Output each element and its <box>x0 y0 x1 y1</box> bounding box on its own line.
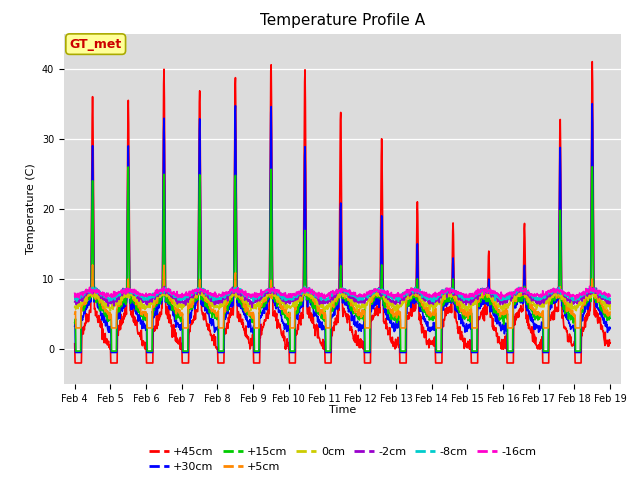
+15cm <box>177 315 185 321</box>
+5cm <box>543 325 551 331</box>
0cm <box>426 303 434 309</box>
+15cm <box>426 316 433 322</box>
-16cm <box>426 291 433 297</box>
Line: +5cm: +5cm <box>75 265 610 328</box>
+15cm <box>190 297 198 303</box>
+45cm <box>177 343 185 349</box>
Text: GT_met: GT_met <box>70 37 122 50</box>
+45cm <box>606 340 614 346</box>
-8cm <box>606 297 614 303</box>
Title: Temperature Profile A: Temperature Profile A <box>260 13 425 28</box>
+45cm <box>588 59 596 64</box>
-2cm <box>248 305 256 311</box>
-2cm <box>496 300 504 306</box>
-2cm <box>161 284 168 289</box>
0cm <box>89 285 97 291</box>
+30cm <box>71 323 79 329</box>
0cm <box>177 304 185 310</box>
+5cm <box>606 309 614 315</box>
+30cm <box>588 101 596 107</box>
-2cm <box>543 294 551 300</box>
+30cm <box>177 326 185 332</box>
-2cm <box>177 297 185 303</box>
Line: -8cm: -8cm <box>75 287 610 302</box>
-8cm <box>496 295 504 300</box>
-8cm <box>250 298 257 303</box>
+30cm <box>72 349 79 355</box>
+30cm <box>250 349 258 355</box>
-16cm <box>495 292 503 298</box>
-8cm <box>177 295 184 300</box>
-16cm <box>71 290 79 296</box>
0cm <box>321 309 328 314</box>
-8cm <box>71 293 79 299</box>
+30cm <box>606 325 614 331</box>
-2cm <box>426 300 434 305</box>
-16cm <box>190 288 198 294</box>
+15cm <box>606 315 614 321</box>
+45cm <box>71 360 79 366</box>
Y-axis label: Temperature (C): Temperature (C) <box>26 163 36 254</box>
-8cm <box>430 299 438 305</box>
+45cm <box>250 360 258 366</box>
+5cm <box>89 262 97 268</box>
+5cm <box>178 310 186 316</box>
X-axis label: Time: Time <box>329 405 356 415</box>
-16cm <box>543 289 550 295</box>
+15cm <box>250 319 258 324</box>
-8cm <box>301 284 308 289</box>
-16cm <box>606 293 614 299</box>
+15cm <box>588 164 596 169</box>
-8cm <box>543 291 551 297</box>
+45cm <box>190 313 198 319</box>
0cm <box>543 300 551 306</box>
0cm <box>190 292 198 298</box>
Line: +15cm: +15cm <box>75 167 610 351</box>
+30cm <box>190 301 198 307</box>
+45cm <box>426 342 433 348</box>
-2cm <box>190 293 198 299</box>
Legend: +45cm, +30cm, +15cm, +5cm, 0cm, -2cm, -8cm, -16cm: +45cm, +30cm, +15cm, +5cm, 0cm, -2cm, -8… <box>145 442 540 477</box>
0cm <box>250 301 258 307</box>
+5cm <box>71 311 79 317</box>
Line: -16cm: -16cm <box>75 286 610 300</box>
+5cm <box>72 325 79 331</box>
+5cm <box>191 295 198 300</box>
0cm <box>606 307 614 312</box>
-2cm <box>71 299 79 305</box>
+5cm <box>496 311 504 317</box>
+30cm <box>426 324 433 330</box>
+30cm <box>543 349 550 355</box>
-2cm <box>251 297 259 302</box>
0cm <box>496 304 504 310</box>
Line: 0cm: 0cm <box>75 288 610 312</box>
Line: +30cm: +30cm <box>75 104 610 352</box>
-2cm <box>606 300 614 306</box>
-16cm <box>572 297 579 303</box>
+5cm <box>251 325 259 331</box>
-16cm <box>586 283 593 289</box>
-8cm <box>190 288 198 294</box>
-16cm <box>250 292 257 298</box>
+15cm <box>496 317 504 323</box>
+15cm <box>72 348 79 354</box>
+45cm <box>543 360 550 366</box>
0cm <box>71 304 79 310</box>
+15cm <box>71 320 79 326</box>
-8cm <box>426 295 433 301</box>
+15cm <box>543 348 550 354</box>
+30cm <box>496 323 504 328</box>
+5cm <box>426 309 434 315</box>
+45cm <box>496 340 504 346</box>
Line: +45cm: +45cm <box>75 61 610 363</box>
-16cm <box>177 292 184 298</box>
+45cm <box>71 341 79 347</box>
Line: -2cm: -2cm <box>75 287 610 308</box>
